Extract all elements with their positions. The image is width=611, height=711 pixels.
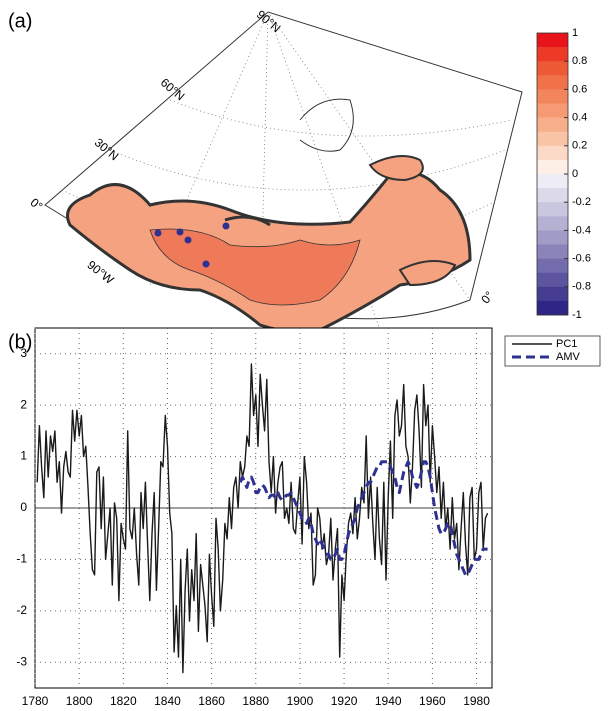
y-tick-label: -2 (16, 603, 27, 617)
colorbar-segment (537, 131, 568, 147)
x-tick-label: 1920 (331, 694, 358, 708)
colorbar-segment (537, 244, 568, 259)
y-tick-label: 2 (20, 397, 27, 411)
x-tick-label: 1860 (198, 694, 225, 708)
x-tick-label: 1780 (22, 694, 49, 708)
panel-label: (a) (8, 10, 32, 32)
legend-label: PC1 (556, 338, 577, 350)
colorbar-tick-label: 0.4 (572, 112, 587, 124)
colorbar-tick-label: 0.2 (572, 140, 587, 152)
colorbar-segment (537, 33, 568, 48)
colorbar-segment (537, 300, 568, 316)
colorbar-segment (537, 89, 568, 104)
x-tick-label: 1960 (419, 694, 446, 708)
series-line (238, 460, 488, 577)
colorbar-tick-label: -0.2 (572, 196, 591, 208)
colorbar-tick-label: -0.8 (572, 281, 591, 293)
colorbar-tick-label: 0.8 (572, 55, 587, 67)
colorbar-segment (537, 47, 568, 62)
colorbar-segment (537, 272, 568, 288)
contour (224, 215, 271, 227)
legend-label: AMV (556, 351, 581, 363)
colorbar-segment (537, 117, 568, 132)
coastline (299, 98, 354, 152)
x-tick-label: 1840 (154, 694, 181, 708)
colorbar-segment (537, 103, 568, 118)
colorbar-tick-label: -0.4 (572, 224, 591, 236)
y-tick-label: -3 (16, 654, 27, 668)
land-anomaly (149, 228, 361, 306)
y-tick-label: 1 (20, 449, 27, 463)
colorbar-segment (537, 145, 568, 161)
panel-label: (b) (8, 331, 32, 353)
x-tick-label: 1900 (287, 694, 314, 708)
series-line (36, 363, 489, 674)
lon-label: 0° (478, 288, 496, 306)
colorbar-tick-label: -0.6 (572, 253, 591, 265)
x-tick-label: 1820 (110, 694, 137, 708)
x-tick-label: 1980 (463, 694, 490, 708)
colorbar-segment (537, 230, 568, 245)
colorbar-segment (537, 202, 568, 217)
colorbar-segment (537, 188, 568, 203)
colorbar-tick-label: 0.6 (572, 83, 587, 95)
y-tick-label: 3 (20, 346, 27, 360)
land-anomaly (368, 155, 424, 182)
colorbar-tick-label: 1 (572, 27, 578, 39)
colorbar-tick-label: 0 (572, 168, 578, 180)
colorbar-segment (537, 286, 568, 302)
colorbar-segment (537, 61, 568, 76)
lat-label: 0° (28, 195, 46, 213)
colorbar-segment (537, 174, 568, 189)
legend-box (504, 335, 601, 367)
y-tick-label: -1 (16, 552, 27, 566)
colorbar-segment (537, 75, 568, 90)
lon-label: 90°W (85, 258, 117, 288)
x-tick-label: 1940 (375, 694, 402, 708)
sites (154, 222, 230, 268)
map (44, 11, 523, 334)
x-tick-label: 1800 (66, 694, 93, 708)
land-anomaly (398, 260, 457, 287)
colorbar-tick-label: -1 (572, 309, 582, 321)
y-tick-label: 0 (20, 500, 27, 514)
x-tick-label: 1880 (242, 694, 269, 708)
colorbar-segment (537, 258, 568, 273)
colorbar-segment (537, 216, 568, 231)
colorbar-segment (537, 159, 568, 175)
